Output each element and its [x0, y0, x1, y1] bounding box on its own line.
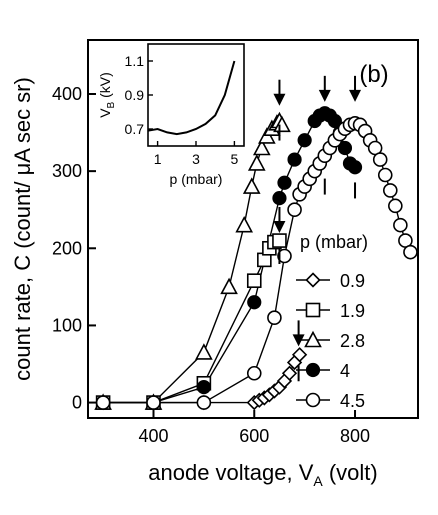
inset-y-tick-label: 1.1 [125, 53, 145, 69]
data-point-2.8 [247, 154, 266, 171]
legend-label: 1.9 [340, 301, 365, 321]
data-point-0.9 [281, 365, 298, 381]
legend-title: p (mbar) [300, 232, 368, 252]
peak-arrow-head [318, 89, 331, 102]
data-point-2.8 [242, 177, 261, 194]
inset-y-tick-label: 0.9 [125, 87, 145, 103]
data-point-4 [337, 140, 353, 156]
data-point-4 [347, 160, 363, 175]
legend-label: 2.8 [340, 331, 365, 351]
legend-label: 4.5 [340, 391, 365, 411]
data-point-2.8 [235, 215, 254, 233]
data-point-1.9 [246, 273, 262, 288]
inset-y-axis-label: VB (kV) [97, 72, 117, 118]
peak-arrow-head [273, 93, 286, 106]
data-point-4.5 [146, 395, 161, 410]
data-point-0.9 [291, 347, 308, 363]
legend-marker [305, 302, 321, 318]
inset-x-tick-label: 3 [192, 151, 200, 167]
data-point-4.5 [377, 167, 393, 183]
data-point-4.5 [95, 395, 111, 410]
x-tick-label: 800 [340, 426, 370, 446]
legend-label: 0.9 [340, 271, 365, 291]
data-point-4 [277, 175, 292, 190]
data-point-1.9 [272, 233, 287, 248]
data-point-4.5 [287, 202, 302, 218]
peak-arrow-head [349, 89, 362, 102]
legend-marker [305, 272, 321, 288]
data-point-4 [196, 380, 211, 395]
y-tick-label: 100 [52, 315, 82, 335]
data-point-4.5 [372, 152, 388, 167]
y-tick-label: 0 [72, 393, 82, 413]
data-point-4.5 [382, 183, 398, 198]
data-point-4 [272, 191, 287, 206]
data-point-4.5 [393, 217, 408, 233]
data-point-4.5 [403, 244, 418, 260]
x-axis-label: anode voltage, VA (volt) [148, 460, 377, 489]
data-point-4.5 [388, 198, 403, 214]
plot-frame [87, 39, 419, 419]
peak-arrow-head [273, 221, 286, 233]
legend-marker [304, 330, 322, 348]
legend-marker [305, 392, 321, 408]
data-point-2.8 [195, 343, 213, 360]
inset-x-tick-label: 1 [154, 151, 162, 167]
inset-x-tick-label: 5 [231, 151, 239, 167]
data-point-4.5 [196, 395, 212, 410]
inset-y-tick-label: 0.7 [125, 121, 145, 137]
data-point-2.8 [273, 115, 291, 133]
panel-label: (b) [359, 61, 388, 88]
data-point-4 [297, 133, 312, 148]
data-point-2.8 [220, 277, 238, 295]
y-axis-label: count rate, C (count/ μA sec sr) [10, 77, 35, 381]
data-point-4.5 [267, 310, 282, 326]
y-tick-label: 300 [52, 161, 82, 181]
x-tick-label: 600 [239, 426, 269, 446]
y-tick-label: 200 [52, 238, 82, 258]
y-tick-label: 400 [52, 84, 82, 104]
legend-label: 4 [340, 361, 350, 381]
x-tick-label: 400 [138, 426, 168, 446]
data-point-4 [247, 295, 262, 310]
data-point-2.8 [252, 138, 271, 156]
inset-x-axis-label: p (mbar) [170, 171, 223, 187]
legend-marker [305, 362, 321, 378]
inset-curve [147, 60, 236, 136]
data-point-4.5 [246, 365, 262, 381]
data-point-4 [287, 152, 302, 167]
data-point-4.5 [277, 248, 292, 264]
data-point-4 [327, 113, 342, 129]
